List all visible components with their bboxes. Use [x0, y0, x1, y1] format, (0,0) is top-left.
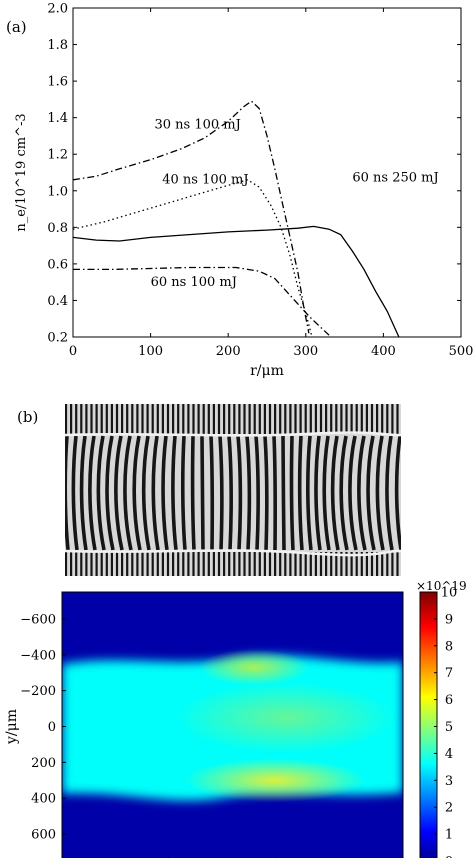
- colorbar-tick-label-8: 8: [445, 639, 453, 654]
- fringe-mid-33: [348, 435, 358, 551]
- colorbar-tick-label-3: 3: [445, 774, 453, 789]
- fringe-mid-19: [227, 435, 233, 551]
- y2-tick-label-4: 200: [31, 756, 56, 771]
- fringe-mid-8: [123, 435, 133, 551]
- fringe-mid-32: [339, 435, 349, 551]
- y2-tick-label-3: 0: [48, 720, 56, 735]
- fringe-mid-11: [151, 435, 160, 551]
- y-tick-label-6: 1.4: [47, 111, 68, 126]
- fringe-mid-12: [161, 435, 169, 551]
- hotspot-lower: [185, 758, 366, 803]
- y-tick-label-1: 0.4: [47, 294, 68, 309]
- series-label-0: 30 ns 100 mJ: [154, 118, 240, 133]
- series-label-1: 40 ns 100 mJ: [162, 172, 248, 187]
- fringe-mid-34: [357, 435, 367, 551]
- fringe-mid-6: [105, 435, 115, 551]
- fringe-mid-25: [281, 435, 286, 551]
- y2-tick-label-5: 400: [31, 792, 56, 807]
- y2-tick-label-0: −600: [20, 612, 56, 627]
- y2-tick-label-6: 600: [31, 828, 56, 843]
- fringe-mid-26: [289, 435, 295, 551]
- fringe-mid-5: [96, 435, 106, 551]
- colorbar-tick-label-6: 6: [445, 693, 453, 708]
- plasma-edge-bottom: [65, 549, 401, 557]
- fringe-mid-36: [375, 435, 385, 551]
- colorbar-tick-label-4: 4: [445, 747, 453, 762]
- fringe-mid-1: [65, 435, 70, 551]
- fringe-mid-37: [385, 435, 394, 551]
- fringe-mid-17: [209, 435, 215, 551]
- y2-tick-label-2: −200: [20, 684, 56, 699]
- density-profile-chart: 0 100 200 300 400 500 0.2 0.4 0.6 0.8 1.0 1.2 1.4 1.6…: [14, 2, 474, 380]
- fringe-mid-14: [180, 435, 187, 551]
- fringe-mid-27: [297, 435, 304, 551]
- fringe-mid-24: [272, 435, 277, 551]
- fringe-mid-38: [394, 435, 401, 551]
- y-tick-label-8: 1.8: [47, 38, 68, 53]
- y-axis-label-b: y/μm: [4, 709, 20, 745]
- series-line-0: [73, 100, 310, 334]
- y-tick-label-5: 1.2: [47, 148, 68, 163]
- colorbar-tick-label-5: 5: [445, 720, 453, 735]
- fringe-mid-30: [322, 435, 331, 551]
- plasma-edge-top: [65, 431, 401, 437]
- colorbar-tick-label-2: 2: [445, 801, 453, 816]
- fringe-mid-10: [141, 435, 151, 551]
- hotspot-upper: [198, 649, 309, 686]
- y2-tick-label-1: −400: [20, 648, 56, 663]
- x-tick-label-0: 0: [69, 344, 77, 359]
- fringe-mid-13: [171, 435, 178, 551]
- fringe-mid-9: [132, 435, 142, 551]
- y-tick-label-4: 1.0: [47, 184, 68, 199]
- x-tick-label-3: 300: [293, 344, 318, 359]
- colorbar-tick-label-9: 9: [445, 612, 453, 627]
- fringe-mid-22: [254, 435, 260, 551]
- fringe-mid-16: [200, 435, 205, 551]
- x-tick-label-1: 100: [138, 344, 163, 359]
- series-label-2: 60 ns 250 mJ: [352, 171, 438, 186]
- y-tick-label-2: 0.6: [47, 257, 68, 272]
- panel-b-label: (b): [17, 408, 39, 426]
- y-tick-label-0: 0.2: [47, 331, 68, 346]
- series-label-3: 60 ns 100 mJ: [151, 275, 237, 290]
- y-tick-label-3: 0.8: [47, 221, 68, 236]
- hotspot-center: [175, 682, 396, 753]
- x-tick-label-5: 500: [449, 344, 474, 359]
- fringe-mid-28: [306, 435, 313, 551]
- x-axis-label: r/μm: [250, 363, 284, 379]
- colorbar-tick-label-10: 10: [441, 586, 458, 601]
- fringe-mid-18: [218, 435, 224, 551]
- y-tick-label-9: 2.0: [47, 2, 68, 17]
- fringe-mid-29: [314, 435, 322, 551]
- fringe-mid-3: [79, 435, 88, 551]
- fringe-mid-15: [190, 435, 196, 551]
- y-tick-label-7: 1.6: [47, 75, 68, 90]
- colorbar-tick-label-1: 1: [445, 828, 453, 843]
- fringe-mid-20: [236, 435, 243, 551]
- fringe-mid-7: [114, 435, 124, 551]
- colorbar-tick-label-7: 7: [445, 666, 453, 681]
- fringe-mid-21: [245, 435, 252, 551]
- interferogram-image: [65, 404, 401, 576]
- fringe-mid-35: [366, 435, 376, 551]
- fringe-mid-2: [71, 435, 79, 551]
- y-axis-label: n_e/10^19 cm^-3: [14, 113, 29, 231]
- panel-a-label: (a): [6, 18, 27, 36]
- density-map-chart: 50010001500−600−400−2000200400600z/μmy/μ…: [4, 579, 467, 858]
- fringe-mid-23: [263, 435, 269, 551]
- fringe-mid-31: [330, 435, 340, 551]
- colorbar-multiplier: ×10^19: [416, 579, 467, 593]
- x-tick-label-4: 400: [371, 344, 396, 359]
- series-line-2: [73, 225, 400, 337]
- colorbar: [419, 591, 438, 858]
- series-line-1: [73, 179, 313, 337]
- series-line-3: [73, 266, 330, 336]
- plot-frame: [72, 7, 462, 338]
- colorbar-tick-label-0: 0: [445, 855, 453, 858]
- fringe-mid-4: [88, 435, 97, 551]
- x-tick-label-2: 200: [216, 344, 241, 359]
